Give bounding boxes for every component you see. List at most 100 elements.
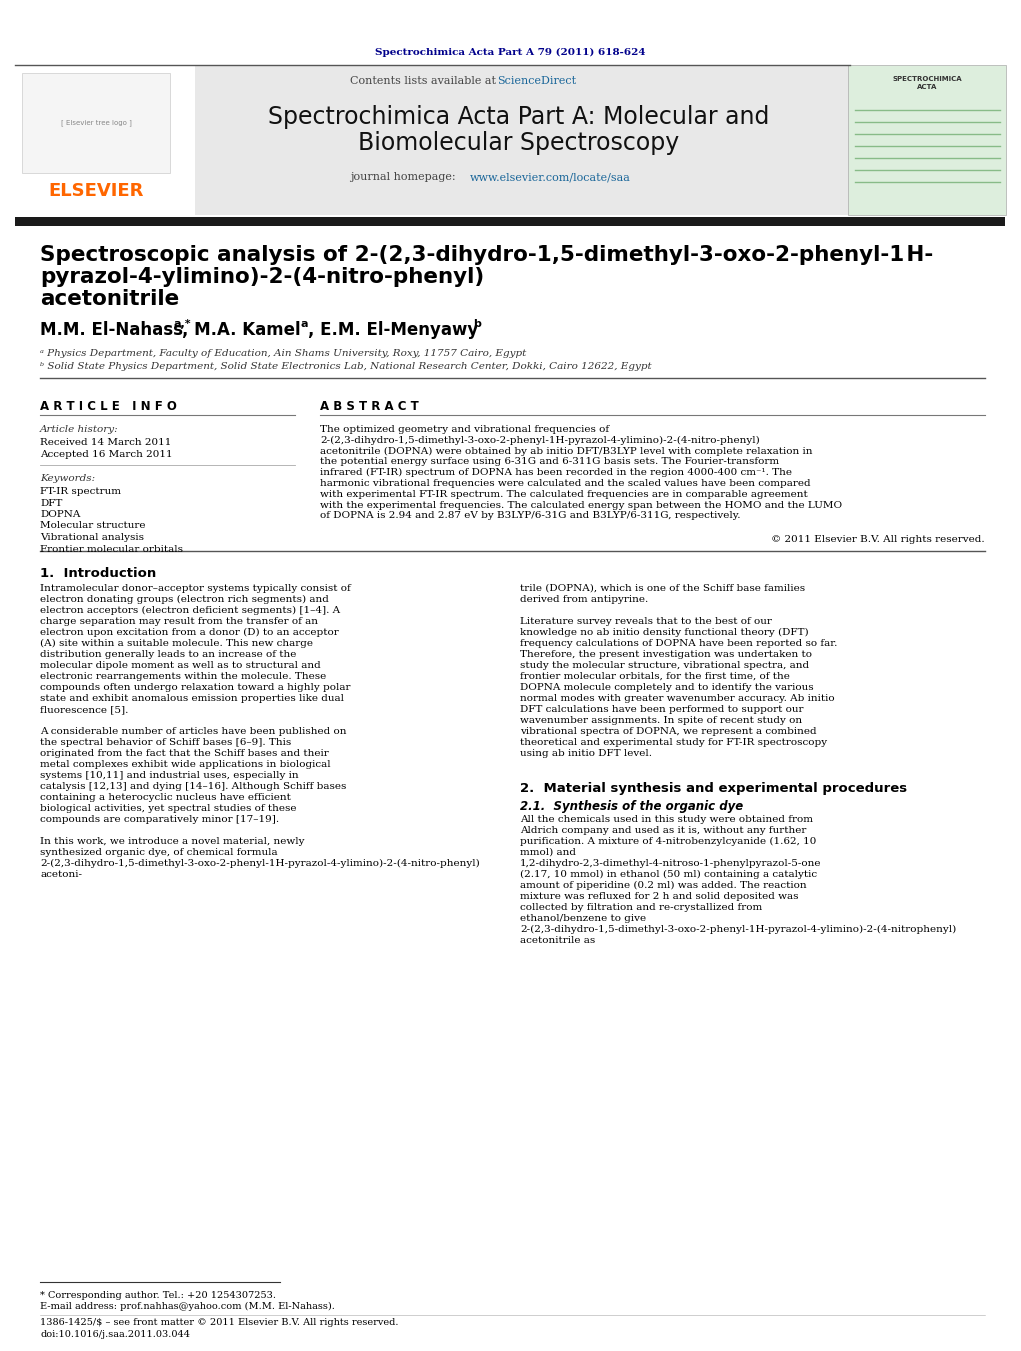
Text: trile (DOPNA), which is one of the Schiff base families: trile (DOPNA), which is one of the Schif…: [520, 584, 806, 593]
Text: journal homepage:: journal homepage:: [350, 172, 459, 182]
Text: ACTA: ACTA: [917, 84, 937, 91]
Text: ᵇ Solid State Physics Department, Solid State Electronics Lab, National Research: ᵇ Solid State Physics Department, Solid …: [40, 362, 651, 372]
Text: b: b: [473, 319, 481, 330]
Text: collected by filtration and re-crystallized from: collected by filtration and re-crystalli…: [520, 902, 763, 912]
Text: purification. A mixture of 4-nitrobenzylcyanide (1.62, 10: purification. A mixture of 4-nitrobenzyl…: [520, 838, 817, 846]
Bar: [15, 65, 195, 215]
Text: mixture was refluxed for 2 h and solid deposited was: mixture was refluxed for 2 h and solid d…: [520, 892, 798, 901]
Text: , E.M. El-Menyawy: , E.M. El-Menyawy: [308, 322, 478, 339]
Text: www.elsevier.com/locate/saa: www.elsevier.com/locate/saa: [470, 172, 631, 182]
Text: study the molecular structure, vibrational spectra, and: study the molecular structure, vibration…: [520, 661, 809, 670]
Bar: [15, 218, 1005, 226]
Text: originated from the fact that the Schiff bases and their: originated from the fact that the Schiff…: [40, 748, 329, 758]
Text: compounds are comparatively minor [17–19].: compounds are comparatively minor [17–19…: [40, 815, 279, 824]
Text: compounds often undergo relaxation toward a highly polar: compounds often undergo relaxation towar…: [40, 684, 350, 692]
Text: (A) site within a suitable molecule. This new charge: (A) site within a suitable molecule. Thi…: [40, 639, 313, 648]
Text: infrared (FT-IR) spectrum of DOPNA has been recorded in the region 4000-400 cm⁻¹: infrared (FT-IR) spectrum of DOPNA has b…: [320, 469, 792, 477]
Text: frequency calculations of DOPNA have been reported so far.: frequency calculations of DOPNA have bee…: [520, 639, 837, 648]
Bar: [848, 65, 1006, 215]
Text: vibrational spectra of DOPNA, we represent a combined: vibrational spectra of DOPNA, we represe…: [520, 727, 817, 736]
Text: All the chemicals used in this study were obtained from: All the chemicals used in this study wer…: [520, 815, 813, 824]
Text: A B S T R A C T: A B S T R A C T: [320, 400, 419, 413]
Text: ᵃ Physics Department, Faculty of Education, Ain Shams University, Roxy, 11757 Ca: ᵃ Physics Department, Faculty of Educati…: [40, 349, 526, 358]
Text: amount of piperidine (0.2 ml) was added. The reaction: amount of piperidine (0.2 ml) was added.…: [520, 881, 807, 890]
Text: charge separation may result from the transfer of an: charge separation may result from the tr…: [40, 617, 318, 626]
Text: 1386-1425/$ – see front matter © 2011 Elsevier B.V. All rights reserved.: 1386-1425/$ – see front matter © 2011 El…: [40, 1319, 398, 1327]
Text: Spectrochimica Acta Part A 79 (2011) 618-624: Spectrochimica Acta Part A 79 (2011) 618…: [375, 47, 645, 57]
Text: Aldrich company and used as it is, without any further: Aldrich company and used as it is, witho…: [520, 825, 807, 835]
Text: pyrazol-4-ylimino)-2-(4-nitro-phenyl): pyrazol-4-ylimino)-2-(4-nitro-phenyl): [40, 267, 484, 286]
Text: E-mail address: prof.nahhas@yahoo.com (M.M. El-Nahass).: E-mail address: prof.nahhas@yahoo.com (M…: [40, 1302, 335, 1310]
Text: frontier molecular orbitals, for the first time, of the: frontier molecular orbitals, for the fir…: [520, 671, 790, 681]
Text: A R T I C L E   I N F O: A R T I C L E I N F O: [40, 400, 177, 413]
Text: systems [10,11] and industrial uses, especially in: systems [10,11] and industrial uses, esp…: [40, 771, 298, 780]
Text: knowledge no ab initio density functional theory (DFT): knowledge no ab initio density functiona…: [520, 628, 809, 638]
Text: biological activities, yet spectral studies of these: biological activities, yet spectral stud…: [40, 804, 296, 813]
Text: harmonic vibrational frequencies were calculated and the scaled values have been: harmonic vibrational frequencies were ca…: [320, 480, 811, 488]
Text: using ab initio DFT level.: using ab initio DFT level.: [520, 748, 652, 758]
Text: The optimized geometry and vibrational frequencies of: The optimized geometry and vibrational f…: [320, 426, 610, 434]
Text: Received 14 March 2011: Received 14 March 2011: [40, 438, 172, 447]
Text: Contents lists available at: Contents lists available at: [350, 76, 499, 86]
Text: © 2011 Elsevier B.V. All rights reserved.: © 2011 Elsevier B.V. All rights reserved…: [772, 535, 985, 544]
Text: Spectroscopic analysis of 2-(2,3-dihydro-1,5-dimethyl-3-oxo-2-phenyl-1 H-: Spectroscopic analysis of 2-(2,3-dihydro…: [40, 245, 933, 265]
Text: (2.17, 10 mmol) in ethanol (50 ml) containing a catalytic: (2.17, 10 mmol) in ethanol (50 ml) conta…: [520, 870, 817, 880]
Text: Therefore, the present investigation was undertaken to: Therefore, the present investigation was…: [520, 650, 812, 659]
Text: electron upon excitation from a donor (D) to an acceptor: electron upon excitation from a donor (D…: [40, 628, 339, 638]
Text: electron acceptors (electron deficient segments) [1–4]. A: electron acceptors (electron deficient s…: [40, 607, 340, 615]
Bar: [22, 73, 171, 173]
Text: molecular dipole moment as well as to structural and: molecular dipole moment as well as to st…: [40, 661, 321, 670]
Text: doi:10.1016/j.saa.2011.03.044: doi:10.1016/j.saa.2011.03.044: [40, 1329, 190, 1339]
Text: electronic rearrangements within the molecule. These: electronic rearrangements within the mol…: [40, 671, 327, 681]
Text: DOPNA: DOPNA: [40, 509, 81, 519]
Text: with the experimental frequencies. The calculated energy span between the HOMO a: with the experimental frequencies. The c…: [320, 501, 842, 509]
Text: normal modes with greater wavenumber accuracy. Ab initio: normal modes with greater wavenumber acc…: [520, 694, 834, 703]
Text: derived from antipyrine.: derived from antipyrine.: [520, 594, 648, 604]
Text: a: a: [300, 319, 307, 330]
Bar: [15, 65, 850, 215]
Text: Spectrochimica Acta Part A: Molecular and: Spectrochimica Acta Part A: Molecular an…: [269, 105, 770, 128]
Text: 1,2-dihydro-2,3-dimethyl-4-nitroso-1-phenylpyrazol-5-one: 1,2-dihydro-2,3-dimethyl-4-nitroso-1-phe…: [520, 859, 822, 867]
Text: mmol) and: mmol) and: [520, 848, 576, 857]
Text: a,*: a,*: [173, 319, 191, 330]
Text: acetonitrile as: acetonitrile as: [520, 936, 595, 944]
Text: state and exhibit anomalous emission properties like dual: state and exhibit anomalous emission pro…: [40, 694, 344, 703]
Text: FT-IR spectrum: FT-IR spectrum: [40, 486, 121, 496]
Text: Biomolecular Spectroscopy: Biomolecular Spectroscopy: [358, 131, 680, 155]
Text: A considerable number of articles have been published on: A considerable number of articles have b…: [40, 727, 346, 736]
Text: catalysis [12,13] and dying [14–16]. Although Schiff bases: catalysis [12,13] and dying [14–16]. Alt…: [40, 782, 346, 790]
Text: wavenumber assignments. In spite of recent study on: wavenumber assignments. In spite of rece…: [520, 716, 803, 725]
Text: Article history:: Article history:: [40, 426, 118, 434]
Text: 2.  Material synthesis and experimental procedures: 2. Material synthesis and experimental p…: [520, 782, 907, 794]
Text: Frontier molecular orbitals: Frontier molecular orbitals: [40, 544, 183, 554]
Text: [ Elsevier tree logo ]: [ Elsevier tree logo ]: [60, 120, 132, 127]
Text: In this work, we introduce a novel material, newly: In this work, we introduce a novel mater…: [40, 838, 304, 846]
Text: distribution generally leads to an increase of the: distribution generally leads to an incre…: [40, 650, 296, 659]
Text: 2-(2,3-dihydro-1,5-dimethyl-3-oxo-2-phenyl-1H-pyrazol-4-ylimino)-2-(4-nitro-phen: 2-(2,3-dihydro-1,5-dimethyl-3-oxo-2-phen…: [320, 436, 760, 444]
Text: containing a heterocyclic nucleus have efficient: containing a heterocyclic nucleus have e…: [40, 793, 291, 802]
Text: M.M. El-Nahass: M.M. El-Nahass: [40, 322, 183, 339]
Text: DFT calculations have been performed to support our: DFT calculations have been performed to …: [520, 705, 804, 713]
Text: synthesized organic dye, of chemical formula: synthesized organic dye, of chemical for…: [40, 848, 278, 857]
Text: ELSEVIER: ELSEVIER: [48, 182, 144, 200]
Text: Molecular structure: Molecular structure: [40, 521, 146, 531]
Text: fluorescence [5].: fluorescence [5].: [40, 705, 129, 713]
Text: with experimental FT-IR spectrum. The calculated frequencies are in comparable a: with experimental FT-IR spectrum. The ca…: [320, 490, 808, 499]
Text: the spectral behavior of Schiff bases [6–9]. This: the spectral behavior of Schiff bases [6…: [40, 738, 291, 747]
Text: 1.  Introduction: 1. Introduction: [40, 567, 156, 580]
Text: 2-(2,3-dihydro-1,5-dimethyl-3-oxo-2-phenyl-1H-pyrazol-4-ylimino)-2-(4-nitro-phen: 2-(2,3-dihydro-1,5-dimethyl-3-oxo-2-phen…: [40, 859, 480, 869]
Text: acetonitrile (DOPNA) were obtained by ab initio DFT/B3LYP level with complete re: acetonitrile (DOPNA) were obtained by ab…: [320, 447, 813, 455]
Text: Keywords:: Keywords:: [40, 474, 95, 484]
Text: Intramolecular donor–acceptor systems typically consist of: Intramolecular donor–acceptor systems ty…: [40, 584, 351, 593]
Text: ethanol/benzene to give: ethanol/benzene to give: [520, 915, 646, 923]
Text: acetonitrile: acetonitrile: [40, 289, 180, 309]
Text: the potential energy surface using 6-31G and 6-311G basis sets. The Fourier-tran: the potential energy surface using 6-31G…: [320, 458, 779, 466]
Text: SPECTROCHIMICA: SPECTROCHIMICA: [892, 76, 962, 82]
Text: DFT: DFT: [40, 499, 62, 508]
Text: * Corresponding author. Tel.: +20 1254307253.: * Corresponding author. Tel.: +20 125430…: [40, 1292, 276, 1300]
Text: Literature survey reveals that to the best of our: Literature survey reveals that to the be…: [520, 617, 772, 626]
Text: electron donating groups (electron rich segments) and: electron donating groups (electron rich …: [40, 594, 329, 604]
Text: 2.1.  Synthesis of the organic dye: 2.1. Synthesis of the organic dye: [520, 800, 743, 813]
Text: Vibrational analysis: Vibrational analysis: [40, 534, 144, 542]
Text: 2-(2,3-dihydro-1,5-dimethyl-3-oxo-2-phenyl-1H-pyrazol-4-ylimino)-2-(4-nitropheny: 2-(2,3-dihydro-1,5-dimethyl-3-oxo-2-phen…: [520, 925, 957, 934]
